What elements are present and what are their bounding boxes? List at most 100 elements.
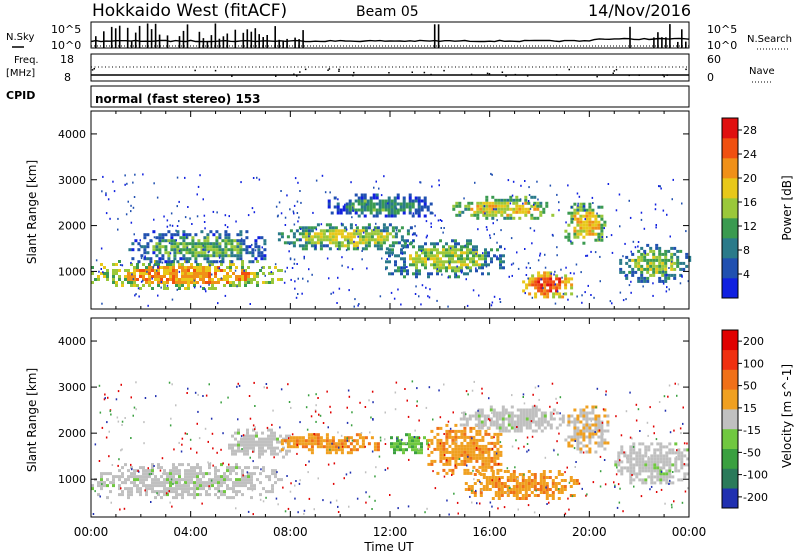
heatmap-cell [285,434,288,438]
heatmap-cell [473,210,477,214]
heatmap-cell [542,473,546,476]
heatmap-cell [458,201,462,205]
heatmap-cell [337,241,341,245]
heatmap-cell [652,264,656,268]
heatmap-cell [277,238,281,242]
heatmap-cell [221,254,225,258]
heatmap-cell [310,235,314,239]
heatmap-cell [115,398,118,401]
heatmap-cell [121,481,124,485]
heatmap-cell [277,503,279,506]
heatmap-cell [229,478,232,482]
heatmap-cell [400,238,404,242]
heatmap-cell [274,475,277,479]
heatmap-cell [254,239,258,243]
heatmap-cell [440,227,442,229]
heatmap-cell [513,429,517,433]
heatmap-cell [423,199,427,203]
heatmap-cell [682,422,684,425]
heatmap-cell [121,472,124,476]
heatmap-cell [640,255,644,259]
heatmap-cell [163,272,166,275]
heatmap-cell [481,444,485,448]
heatmap-cell [178,493,181,497]
nave-label: Nave [749,66,775,77]
heatmap-cell [310,451,314,455]
heatmap-cell [327,426,329,429]
heatmap-cell [344,203,346,206]
heatmap-cell [510,237,513,240]
heatmap-cell [417,196,421,200]
heatmap-cell [643,258,647,262]
heatmap-cell [187,272,190,275]
heatmap-cell [172,496,175,500]
heatmap-cell [217,302,219,305]
heatmap-cell [540,278,542,281]
heatmap-cell [640,270,644,274]
heatmap-cell [671,198,673,201]
heatmap-cell [367,244,371,248]
heatmap-cell [468,414,472,418]
heatmap-cell [536,216,540,220]
heatmap-cell [253,472,256,476]
heatmap-cell [486,414,490,418]
heatmap-cell [555,283,559,287]
heatmap-cell [258,449,261,453]
heatmap-cell [152,248,156,252]
heatmap-cell [371,450,374,453]
heatmap-cell [407,244,409,246]
heatmap-cell [184,216,187,219]
heatmap-cell [499,245,502,249]
heatmap-cell [184,287,187,290]
heatmap-cell [442,468,446,472]
heatmap-cell [288,250,290,253]
heatmap-cell [91,484,94,488]
heatmap-cell [199,269,202,272]
heatmap-cell [600,217,604,221]
heatmap-cell [673,273,677,277]
heatmap-cell [334,241,338,245]
heatmap-cell [227,254,231,258]
heatmap-cell [132,278,135,281]
heatmap-cell [536,204,540,208]
heatmap-cell [329,191,331,194]
heatmap-cell [664,502,666,505]
heatmap-cell [104,393,106,396]
heatmap-cell [247,272,250,275]
heatmap-cell [156,269,158,272]
heatmap-cell [527,210,531,214]
heatmap-cell [361,436,365,440]
heatmap-cell [500,201,504,205]
heatmap-cell [223,269,226,272]
heatmap-cell [131,248,135,252]
heatmap-cell [319,235,323,239]
heatmap-cell [244,484,247,488]
heatmap-cell [223,475,226,479]
heatmap-cell [424,266,427,270]
heatmap-cell [130,481,133,485]
heatmap-cell [176,176,179,179]
heatmap-cell [530,473,534,476]
heatmap-cell [644,252,646,255]
heatmap-cell [184,487,187,491]
heatmap-cell [334,226,338,230]
heatmap-cell [169,481,172,485]
heatmap-cell [184,484,187,488]
heatmap-cell [588,220,592,224]
heatmap-cell [171,298,174,301]
heatmap-cell [145,469,148,473]
heatmap-cell [560,479,564,482]
heatmap-cell [343,229,347,233]
heatmap-cell [524,491,528,494]
heatmap-cell [226,275,229,278]
heatmap-cell [500,204,504,208]
heatmap-cell [157,266,159,269]
heatmap-cell [607,183,610,185]
heatmap-cell [172,466,175,470]
heatmap-cell [522,420,526,424]
heatmap-cell [257,251,261,255]
heatmap-cell [638,457,642,461]
heatmap-cell [155,260,159,264]
heatmap-cell [100,272,103,275]
heatmap-cell [631,437,633,440]
